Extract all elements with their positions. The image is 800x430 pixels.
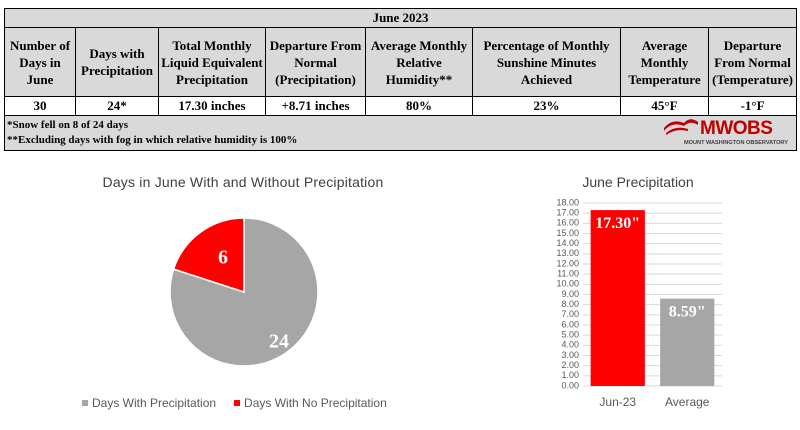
bar-y-tick-label: 16.00 bbox=[556, 218, 579, 228]
mwobs-logo: MWOBS MOUNT WASHINGTON OBSERVATORY bbox=[664, 118, 788, 146]
header-precip-departure: Departure From Normal (Precipitation) bbox=[265, 27, 366, 97]
legend-swatch-no-precip bbox=[234, 400, 241, 406]
value-humidity: 80% bbox=[365, 96, 473, 116]
bar-y-tick-label: 13.00 bbox=[556, 248, 579, 258]
bar-y-tick-label: 15.00 bbox=[556, 228, 579, 238]
legend-label-no-precip: Days With No Precipitation bbox=[244, 396, 387, 410]
bar-y-tick-label: 9.00 bbox=[561, 289, 579, 299]
pie-slice-no-precip bbox=[172, 217, 245, 294]
summary-table: June 2023 Number of Days in June Days wi… bbox=[3, 8, 798, 151]
note-humidity: **Excluding days with fog in which relat… bbox=[7, 134, 298, 146]
bar-y-tick-label: 1.00 bbox=[561, 370, 579, 380]
header-avg-temp: Average Monthly Temperature bbox=[620, 27, 709, 97]
bar-y-tick-label: 5.00 bbox=[561, 330, 579, 340]
header-days-with-precip: Days with Precipitation bbox=[75, 27, 159, 97]
logo-subtext: MOUNT WASHINGTON OBSERVATORY bbox=[684, 140, 788, 146]
legend-item-no-precip: Days With No Precipitation bbox=[234, 396, 387, 410]
bar-chart-title: June Precipitation bbox=[582, 174, 694, 190]
table-notes: *Snow fell on 8 of 24 days **Excluding d… bbox=[3, 115, 798, 151]
header-humidity: Average Monthly Relative Humidity** bbox=[365, 27, 473, 97]
bar-y-tick-label: 10.00 bbox=[556, 279, 579, 289]
value-precip-departure: +8.71 inches bbox=[265, 96, 366, 116]
bar-x-label-average: Average bbox=[665, 395, 710, 409]
note-snow: *Snow fell on 8 of 24 days bbox=[7, 119, 129, 131]
bar-data-label-jun-23: 17.30" bbox=[595, 215, 640, 232]
bar-y-tick-label: 4.00 bbox=[561, 340, 579, 350]
bar-jun-23 bbox=[590, 210, 645, 386]
legend-item-with-precip: Days With Precipitation bbox=[82, 396, 216, 410]
bar-y-tick-label: 14.00 bbox=[556, 238, 579, 248]
bar-y-tick-label: 8.00 bbox=[561, 299, 579, 309]
bar-y-tick-label: 12.00 bbox=[556, 258, 579, 268]
bar-y-tick-label: 17.00 bbox=[556, 208, 579, 218]
bar-y-tick-label: 3.00 bbox=[561, 350, 579, 360]
pie-chart-title: Days in June With and Without Precipitat… bbox=[102, 174, 384, 190]
bar-data-label-average: 8.59" bbox=[669, 304, 706, 321]
legend-swatch-with-precip bbox=[82, 400, 88, 406]
bar-y-tick-label: 18.00 bbox=[556, 197, 579, 207]
bar-y-tick-label: 0.00 bbox=[561, 380, 579, 390]
value-days-in-june: 30 bbox=[4, 96, 76, 116]
logo-text: MWOBS bbox=[700, 118, 772, 139]
table-title: June 2023 bbox=[3, 8, 798, 28]
legend-label-with-precip: Days With Precipitation bbox=[92, 396, 217, 410]
bar-y-tick-label: 7.00 bbox=[561, 309, 579, 319]
header-total-precip: Total Monthly Liquid Equivalent Precipit… bbox=[158, 27, 266, 97]
bar-average bbox=[660, 298, 715, 386]
bar-x-label-jun-23: Jun-23 bbox=[599, 395, 636, 409]
value-temp-departure: -1°F bbox=[707, 96, 798, 116]
header-days-in-june: Number of Days in June bbox=[4, 27, 76, 97]
pie-legend: Days With Precipitation Days With No Pre… bbox=[82, 396, 422, 410]
pie-label-with-precip: 24 bbox=[269, 331, 289, 353]
pie-label-no-precip: 6 bbox=[218, 246, 228, 268]
bar-y-tick-label: 2.00 bbox=[561, 360, 579, 370]
bar-y-tick-label: 11.00 bbox=[557, 269, 579, 279]
bar-y-tick-label: 6.00 bbox=[561, 319, 579, 329]
